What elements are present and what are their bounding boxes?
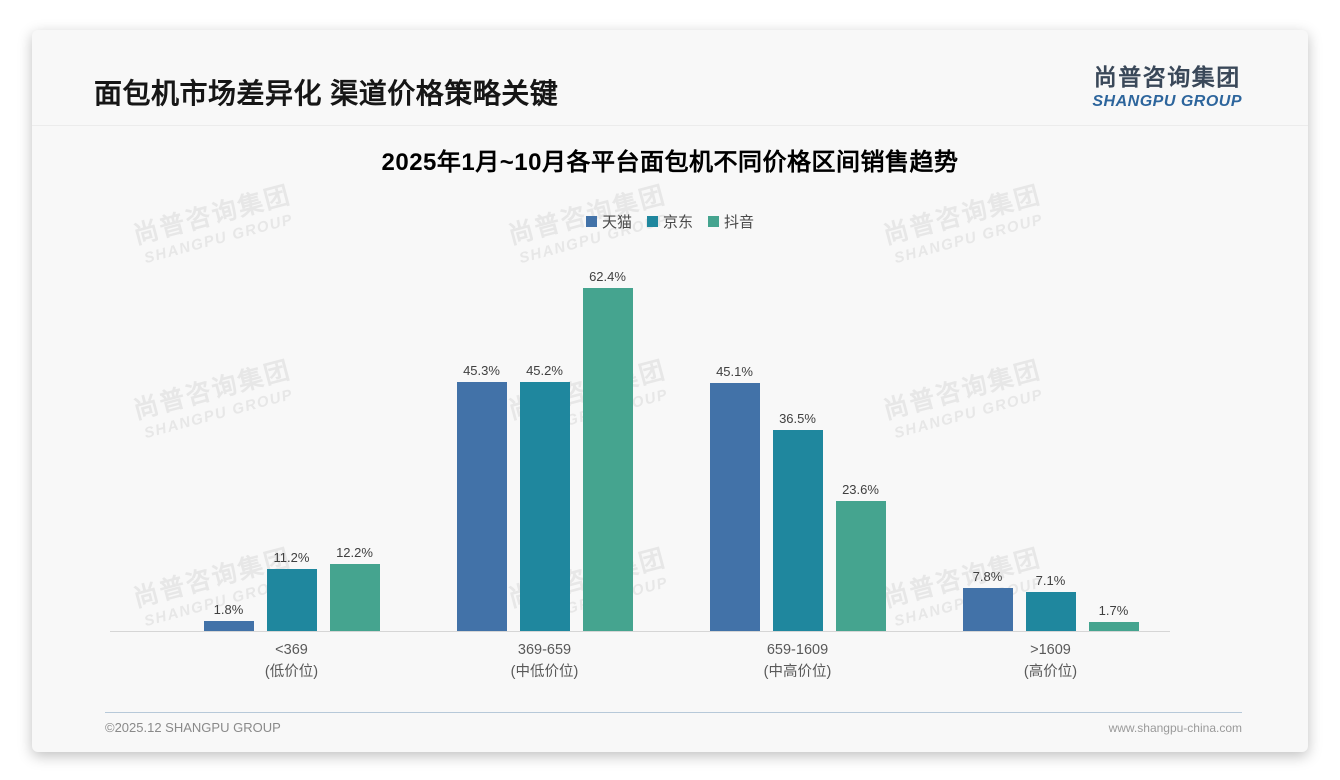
bar-group: 1.8% 11.2% 12.2% <369 (低价位) (203, 246, 380, 680)
bar-value-label: 45.3% (463, 362, 500, 378)
bar-value-label: 45.2% (526, 363, 563, 379)
bar-column: 7.1% (1025, 246, 1076, 631)
bar-京东 (772, 430, 823, 631)
category-label: 369-659 (中低价位) (437, 640, 653, 684)
bar-天猫 (709, 382, 760, 631)
footer-website: www.shangpu-china.com (1108, 721, 1242, 735)
category-range: >1609 (1030, 642, 1071, 658)
bars: 45.3% 45.2% 62.4% (456, 246, 633, 631)
bars: 7.8% 7.1% 1.7% (962, 246, 1139, 631)
footer-divider (105, 712, 1242, 713)
bar-value-label: 45.1% (716, 363, 753, 379)
bar-group: 45.1% 36.5% 23.6% 659-1609 (中高价位) (709, 246, 886, 680)
page-title: 面包机市场差异化 渠道价格策略关键 (94, 78, 559, 109)
category-label: >1609 (高价位) (943, 640, 1159, 684)
category-range: 369-659 (517, 642, 572, 658)
bar-京东 (519, 382, 570, 631)
bar-column: 1.7% (1088, 246, 1139, 631)
category-tier: (高价位) (1023, 663, 1078, 680)
slide-card: 尚普咨询集团 SHANGPU GROUP 尚普咨询集团 SHANGPU GROU… (32, 30, 1308, 752)
category-label: 659-1609 (中高价位) (690, 640, 906, 684)
legend-label: 抖音 (724, 214, 755, 231)
category-tier: (低价位) (264, 663, 319, 680)
bars: 1.8% 11.2% 12.2% (203, 246, 380, 631)
logo-text-zh: 尚普咨询集团 (1093, 64, 1241, 90)
bar-天猫 (962, 588, 1013, 631)
bar-value-label: 36.5% (779, 411, 816, 427)
bar-抖音 (1088, 621, 1139, 631)
header-divider (32, 125, 1308, 126)
bar-京东 (266, 569, 317, 631)
x-axis-line (110, 631, 1170, 632)
company-logo: 尚普咨询集团 SHANGPU GROUP (1092, 58, 1242, 111)
legend-swatch (708, 216, 719, 227)
legend-item: 京东 (646, 211, 693, 232)
category-tier: (中高价位) (763, 663, 832, 680)
bar-天猫 (456, 381, 507, 631)
legend-swatch (585, 216, 597, 227)
bar-group: 7.8% 7.1% 1.7% >1609 (高价位) (962, 246, 1139, 680)
bar-column: 62.4% (582, 246, 633, 631)
bar-京东 (1025, 591, 1076, 631)
bar-group: 45.3% 45.2% 62.4% 369-659 (中低价位) (456, 246, 633, 680)
bar-抖音 (835, 501, 886, 631)
category-label: <369 (低价位) (184, 640, 400, 684)
bar-column: 23.6% (835, 246, 886, 631)
bar-column: 1.8% (203, 246, 254, 631)
legend-label: 天猫 (601, 214, 632, 231)
legend-swatch (646, 216, 658, 227)
chart-title: 2025年1月~10月各平台面包机不同价格区间销售趋势 (381, 149, 959, 176)
bar-value-label: 11.2% (273, 550, 310, 566)
bars: 45.1% 36.5% 23.6% (709, 246, 886, 631)
bar-column: 11.2% (266, 246, 317, 631)
bar-column: 45.3% (456, 246, 507, 631)
legend-item: 抖音 (708, 211, 754, 232)
footer-copyright: ©2025.12 SHANGPU GROUP (105, 720, 281, 735)
bar-column: 12.2% (329, 246, 380, 631)
legend-item: 天猫 (585, 211, 632, 232)
bar-value-label: 23.6% (842, 482, 879, 498)
bar-column: 45.2% (519, 246, 570, 631)
bar-chart: 2025年1月~10月各平台面包机不同价格区间销售趋势 天猫 京东 抖音 1.8% 1… (32, 30, 1308, 752)
bar-value-label: 7.8% (972, 569, 1003, 585)
bar-column: 45.1% (709, 246, 760, 631)
category-range: <369 (275, 642, 308, 658)
chart-legend: 天猫 京东 抖音 (32, 211, 1308, 232)
bar-抖音 (582, 287, 633, 631)
logo-text-en: SHANGPU GROUP (1092, 93, 1242, 110)
bar-value-label: 12.2% (336, 544, 373, 560)
legend-label: 京东 (662, 214, 693, 231)
category-range: 659-1609 (766, 642, 829, 658)
bar-value-label: 1.7% (1098, 602, 1129, 618)
bar-抖音 (329, 563, 380, 631)
bar-value-label: 62.4% (589, 268, 626, 284)
bar-column: 36.5% (772, 246, 823, 631)
bar-value-label: 1.8% (213, 602, 244, 618)
bar-value-label: 7.1% (1035, 572, 1066, 588)
plot-area: 1.8% 11.2% 12.2% <369 (低价位) 45.3% 45.2% 62.4% 36… (110, 246, 1170, 680)
category-tier: (中低价位) (510, 663, 579, 680)
bar-天猫 (203, 621, 254, 631)
bar-column: 7.8% (962, 246, 1013, 631)
